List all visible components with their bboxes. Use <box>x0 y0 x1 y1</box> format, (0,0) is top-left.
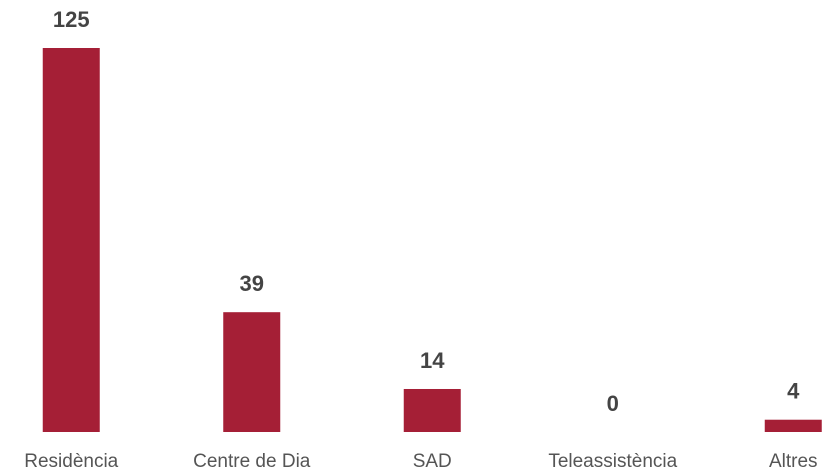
value-label: 39 <box>240 271 264 296</box>
bar <box>764 419 822 432</box>
value-label: 4 <box>787 379 800 404</box>
x-tick-label: Centre de Dia <box>193 451 311 472</box>
x-tick-label: SAD <box>413 451 452 472</box>
bar <box>403 388 461 432</box>
value-label: 125 <box>53 7 90 32</box>
bar <box>42 48 100 432</box>
x-tick-label: Residència <box>24 451 118 472</box>
value-label: 0 <box>607 391 619 416</box>
x-tick-label: Altres <box>769 451 818 472</box>
bar <box>223 312 281 432</box>
x-tick-label: Teleassistència <box>548 451 677 472</box>
value-label: 14 <box>420 348 445 373</box>
